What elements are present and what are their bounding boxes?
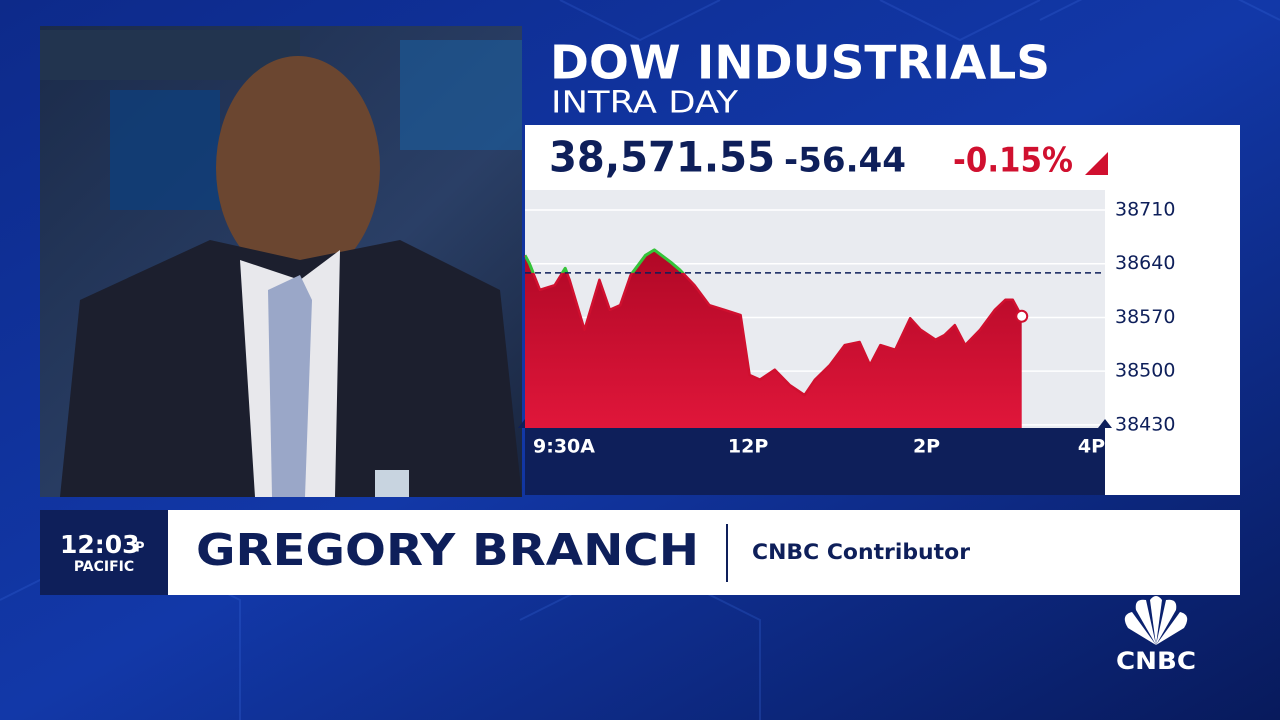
- time: 12:03: [60, 530, 140, 559]
- y-tick-label: 38500: [1115, 360, 1175, 382]
- time-zone: PACIFIC: [74, 559, 134, 575]
- name-box: [168, 510, 1240, 595]
- net-change: -56.44: [784, 141, 906, 181]
- y-tick-label: 38570: [1115, 306, 1175, 328]
- y-tick-label: 38430: [1115, 413, 1175, 435]
- logo-text: CNBC: [1116, 647, 1196, 675]
- x-tick-mark: [1098, 419, 1112, 428]
- down-arrow: [1085, 152, 1108, 175]
- x-axis-band: [525, 428, 1105, 495]
- chart-subtitle: INTRA DAY: [551, 86, 739, 121]
- x-tick-label: 9:30A: [533, 436, 595, 458]
- guest-title: CNBC Contributor: [752, 540, 971, 564]
- percent-change: -0.15%: [953, 141, 1073, 181]
- x-tick-label: 4P: [1078, 436, 1105, 458]
- y-tick-label: 38710: [1115, 198, 1175, 220]
- x-tick-label: 12P: [728, 436, 768, 458]
- y-tick-label: 38640: [1115, 252, 1175, 274]
- guest-name: GREGORY BRANCH: [196, 525, 699, 576]
- area: [525, 249, 1022, 428]
- x-tick-label: 2P: [913, 436, 940, 458]
- chart-title: DOW INDUSTRIALS: [550, 36, 1050, 90]
- logo-mark: [1124, 596, 1188, 645]
- last-point: [1015, 309, 1029, 323]
- time-box: [40, 510, 168, 595]
- plot: 38710 38640 38570 38500 38430 9:30A 12P 2P 4P: [518, 198, 1175, 458]
- video-feed: [40, 26, 522, 497]
- last-price: 38,571.55: [549, 133, 775, 182]
- meridiem: P: [135, 541, 145, 556]
- line: [523, 248, 1023, 397]
